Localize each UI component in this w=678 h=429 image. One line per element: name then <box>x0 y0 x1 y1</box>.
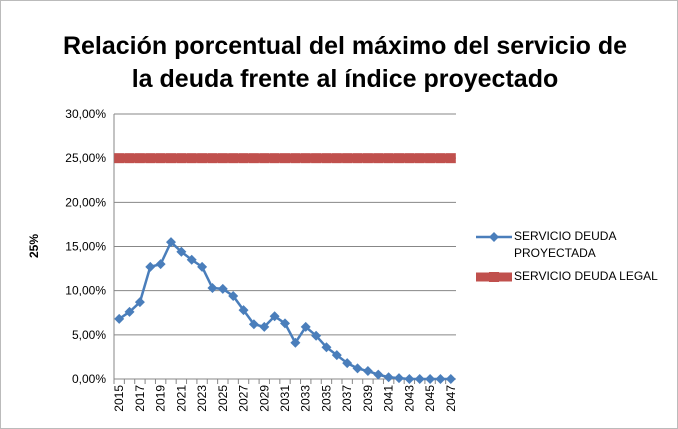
x-tick-label: 2017 <box>133 385 147 412</box>
x-tick-label: 2035 <box>319 385 333 412</box>
x-tick-label: 2041 <box>382 385 396 412</box>
legend-marker <box>489 272 499 282</box>
chart-title: Relación porcentual del máximo del servi… <box>62 32 628 93</box>
marker <box>311 153 322 164</box>
marker <box>217 153 228 164</box>
marker <box>425 153 436 164</box>
marker <box>362 366 373 377</box>
marker <box>435 374 446 384</box>
marker <box>342 358 353 369</box>
marker <box>280 153 290 164</box>
marker <box>331 350 342 361</box>
y-tick-label: 5,00% <box>72 328 106 342</box>
marker <box>238 305 249 316</box>
marker <box>176 246 187 257</box>
x-tick-label: 2033 <box>299 385 313 412</box>
marker <box>269 153 280 164</box>
x-tick-label: 2039 <box>361 385 375 412</box>
marker <box>311 330 322 341</box>
marker <box>383 372 394 383</box>
marker <box>176 153 187 164</box>
marker <box>300 153 311 164</box>
y-tick-label: 10,00% <box>65 284 106 298</box>
marker <box>300 321 311 332</box>
marker <box>352 363 363 374</box>
marker <box>248 153 259 164</box>
marker <box>217 283 228 294</box>
marker <box>114 153 125 164</box>
marker <box>228 290 239 301</box>
y-tick-label: 25,00% <box>65 151 106 165</box>
x-tick-label: 2045 <box>423 385 437 412</box>
legend-marker <box>489 232 499 242</box>
marker <box>394 373 404 384</box>
y-axis-label: 25% <box>27 234 41 258</box>
marker <box>166 153 176 164</box>
marker <box>269 311 280 322</box>
y-tick-label: 30,00% <box>65 107 106 121</box>
marker <box>145 153 156 164</box>
x-tick-label: 2015 <box>112 385 126 412</box>
y-tick-label: 0,00% <box>72 372 106 386</box>
marker <box>404 374 415 384</box>
marker <box>342 153 353 164</box>
marker <box>134 153 145 164</box>
marker <box>186 254 197 265</box>
marker <box>321 342 332 353</box>
x-tick-label: 2019 <box>154 385 168 412</box>
marker <box>435 153 446 164</box>
marker <box>259 153 270 164</box>
marker <box>290 337 301 348</box>
marker <box>445 374 456 384</box>
x-tick-label: 2031 <box>278 385 292 412</box>
x-tick-label: 2043 <box>402 385 416 412</box>
marker <box>394 153 404 164</box>
marker <box>228 153 239 164</box>
marker <box>373 369 384 380</box>
marker <box>155 259 166 270</box>
marker <box>404 153 415 164</box>
marker <box>197 261 208 272</box>
marker <box>124 306 135 317</box>
x-tick-label: 2025 <box>216 385 230 412</box>
marker <box>114 313 125 324</box>
marker <box>290 153 301 164</box>
marker <box>352 153 363 164</box>
marker <box>155 153 166 164</box>
marker <box>145 261 156 272</box>
marker <box>425 374 436 384</box>
marker <box>197 153 208 164</box>
marker <box>207 153 218 164</box>
marker <box>248 319 259 330</box>
marker <box>414 374 425 384</box>
marker <box>373 153 384 164</box>
marker <box>207 283 218 294</box>
marker <box>414 153 425 164</box>
marker <box>124 153 135 164</box>
marker <box>238 153 249 164</box>
x-tick-label: 2029 <box>257 385 271 412</box>
marker <box>321 153 332 164</box>
marker <box>166 237 176 248</box>
x-tick-label: 2047 <box>444 385 458 412</box>
legend-label: SERVICIO DEUDA PROYECTADA <box>514 229 616 260</box>
x-tick-label: 2023 <box>195 385 209 412</box>
x-tick-label: 2037 <box>340 385 354 412</box>
marker <box>259 321 270 332</box>
marker <box>186 153 197 164</box>
marker <box>362 153 373 164</box>
y-tick-label: 20,00% <box>65 195 106 209</box>
x-tick-label: 2021 <box>174 385 188 412</box>
marker <box>383 153 394 164</box>
marker <box>280 318 290 329</box>
x-tick-label: 2027 <box>237 385 251 412</box>
marker <box>445 153 456 164</box>
y-tick-label: 15,00% <box>65 240 106 254</box>
marker <box>134 297 145 308</box>
legend-label: SERVICIO DEUDA LEGAL <box>514 269 658 283</box>
marker <box>331 153 342 164</box>
